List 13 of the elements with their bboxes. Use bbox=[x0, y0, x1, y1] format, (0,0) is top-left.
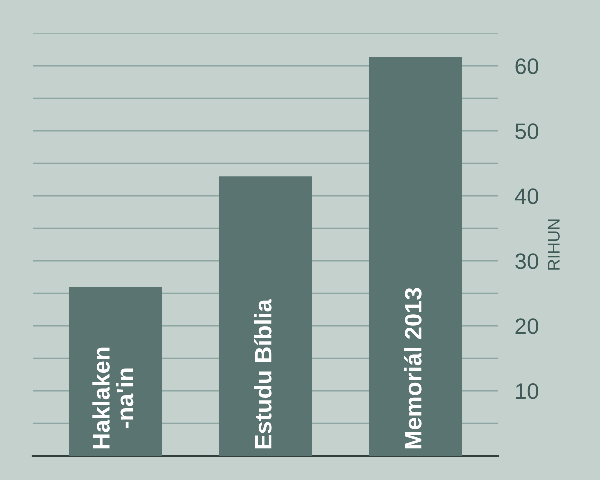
y-tick-label: 20 bbox=[516, 318, 539, 334]
y-tick-label: 50 bbox=[516, 124, 539, 140]
y-tick-label: 40 bbox=[515, 188, 539, 204]
bar bbox=[69, 287, 162, 456]
x-tick-label: Memoriál 2013 bbox=[404, 288, 422, 449]
bar bbox=[219, 176, 312, 456]
x-tick-label: Haklaken -na'in bbox=[92, 348, 134, 449]
y-tick-label: 10 bbox=[516, 384, 539, 400]
y-axis-title: RIHUN bbox=[548, 220, 560, 270]
y-tick-label: 30 bbox=[516, 254, 539, 270]
bar bbox=[369, 56, 462, 456]
x-tick-label: Estudu Bíblia bbox=[254, 299, 272, 449]
y-tick-label: 60 bbox=[516, 58, 539, 74]
